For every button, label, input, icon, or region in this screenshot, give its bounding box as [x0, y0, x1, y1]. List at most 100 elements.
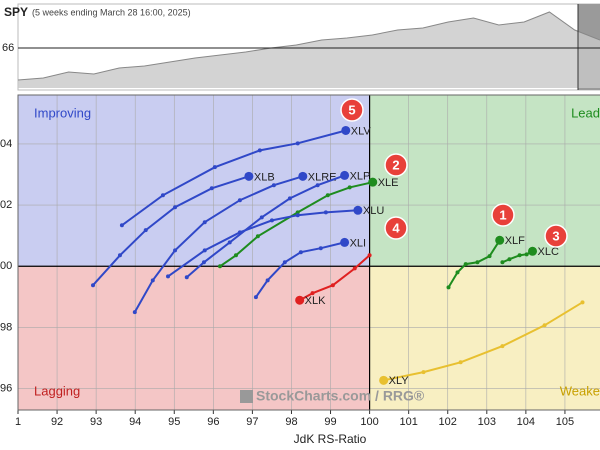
- series-label: XLU: [363, 205, 384, 217]
- rrg-point: [269, 218, 274, 223]
- rrg-point: [237, 198, 242, 203]
- y-tick-label: 00: [0, 260, 12, 272]
- rrg-point: [160, 193, 165, 198]
- rrg-point: [117, 253, 122, 258]
- annotation-number: 5: [348, 102, 355, 117]
- rrg-head: [379, 375, 389, 385]
- rrg-point: [295, 213, 300, 218]
- quadrant-label: Weake: [560, 383, 600, 398]
- rrg-point: [271, 183, 276, 188]
- rrg-point: [202, 220, 207, 225]
- quadrant-label: Improving: [34, 105, 91, 120]
- series-label: XLC: [538, 246, 559, 258]
- spy-tick-label: 66: [2, 42, 14, 54]
- x-tick-label: 98: [285, 416, 297, 428]
- rrg-point: [217, 264, 222, 269]
- rrg-point: [259, 215, 264, 220]
- rrg-point: [487, 254, 492, 259]
- rrg-point: [202, 248, 207, 253]
- rrg-head: [295, 295, 305, 305]
- rrg-point: [255, 234, 260, 239]
- rrg-point: [367, 253, 372, 258]
- rrg-tail: [447, 239, 501, 288]
- series-label: XLY: [389, 375, 410, 387]
- rrg-head: [298, 171, 308, 181]
- annotation-number: 4: [392, 220, 400, 235]
- y-tick-label: 98: [0, 321, 12, 333]
- annotation-badge: [544, 224, 568, 248]
- annotation-number: 1: [499, 207, 506, 222]
- rrg-point: [253, 295, 258, 300]
- y-tick-label: 96: [0, 382, 12, 394]
- rrg-point: [310, 291, 315, 296]
- x-tick-label: 100: [360, 416, 378, 428]
- series-label: XLF: [505, 235, 525, 247]
- rrg-point: [517, 253, 522, 258]
- x-tick-label: 99: [324, 416, 336, 428]
- x-tick-label: 104: [517, 416, 535, 428]
- spy-subtitle: (5 weeks ending March 28 16:00, 2025): [32, 7, 191, 17]
- rrg-point: [201, 260, 206, 265]
- rrg-head: [340, 237, 350, 247]
- rrg-point: [233, 253, 238, 258]
- watermark: StockCharts.com / RRG®: [256, 388, 425, 404]
- rrg-point: [455, 270, 460, 275]
- series-label: XLV: [351, 125, 372, 137]
- x-tick-label: 92: [51, 416, 63, 428]
- rrg-head: [340, 170, 350, 180]
- y-tick-label: 02: [0, 199, 12, 211]
- annotation-number: 3: [552, 228, 559, 243]
- rrg-point: [227, 240, 232, 245]
- series-label: XLRE: [308, 171, 337, 183]
- rrg-head: [528, 246, 538, 256]
- rrg-tail: [121, 129, 347, 227]
- quadrant-label: Lagging: [34, 383, 80, 398]
- rrg-point: [282, 260, 287, 265]
- rrg-point: [446, 285, 451, 290]
- rrg-tail: [383, 301, 584, 382]
- rrg-point: [325, 193, 330, 198]
- series-label: XLP: [350, 170, 371, 182]
- annotation-badge: [340, 98, 364, 122]
- rrg-point: [318, 246, 323, 251]
- annotation-badge: [491, 203, 515, 227]
- x-tick-label: 95: [168, 416, 180, 428]
- rrg-point: [184, 275, 189, 280]
- rrg-point: [209, 186, 214, 191]
- rrg-point: [173, 248, 178, 253]
- quadrant-label: Lead: [571, 105, 600, 120]
- rrg-point: [143, 228, 148, 233]
- rrg-point: [132, 310, 137, 315]
- x-tick-label: 1: [15, 416, 21, 428]
- rrg-point: [150, 278, 155, 283]
- rrg-point: [212, 165, 217, 170]
- y-tick-label: 04: [0, 138, 12, 150]
- x-tick-label: 105: [556, 416, 574, 428]
- rrg-point: [119, 223, 124, 228]
- rrg-point: [298, 250, 303, 255]
- rrg-point: [166, 274, 171, 279]
- rrg-point: [463, 262, 468, 267]
- rrg-point: [524, 252, 529, 257]
- annotation-badge: [384, 216, 408, 240]
- x-tick-label: 96: [207, 416, 219, 428]
- rrg-point: [352, 266, 357, 271]
- series-label: XLI: [350, 237, 367, 249]
- rrg-point: [500, 260, 505, 265]
- rrg-tail: [92, 175, 250, 286]
- quadrant-weakening: [369, 266, 600, 410]
- x-tick-label: 103: [478, 416, 496, 428]
- quadrant-lagging: [18, 266, 370, 410]
- rrg-point: [323, 210, 328, 215]
- quadrant-improving: [18, 95, 370, 267]
- x-tick-label: 94: [129, 416, 141, 428]
- x-tick-label: 93: [90, 416, 102, 428]
- x-axis-title: JdK RS-Ratio: [294, 432, 367, 446]
- series-label: XLK: [305, 295, 326, 307]
- rrg-point: [330, 283, 335, 288]
- rrg-point: [295, 210, 300, 215]
- rrg-point: [347, 185, 352, 190]
- rrg-point: [458, 360, 463, 365]
- annotation-badge: [384, 153, 408, 177]
